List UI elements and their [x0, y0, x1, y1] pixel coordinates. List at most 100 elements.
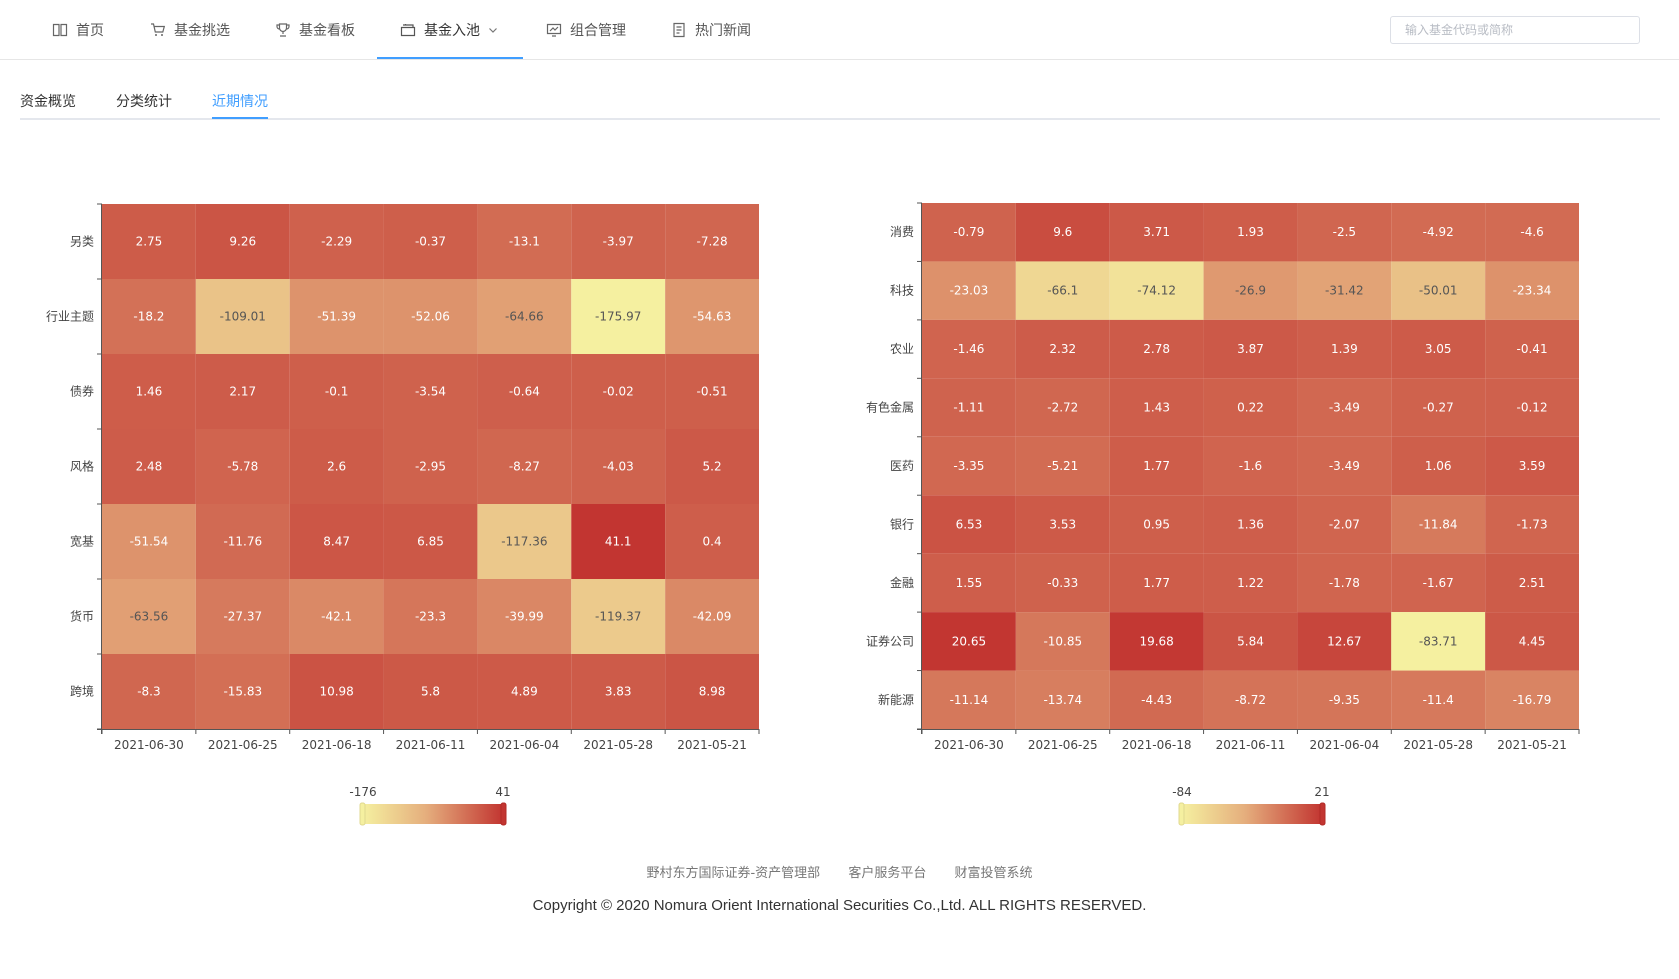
tab-category-stats[interactable]: 分类统计: [116, 94, 172, 110]
heatmap-cell[interactable]: [1297, 495, 1392, 554]
heatmap-cell[interactable]: [1203, 612, 1298, 671]
heatmap-cell[interactable]: [1109, 261, 1204, 320]
heatmap-cell[interactable]: [571, 654, 666, 729]
heatmap-cell[interactable]: [1297, 319, 1392, 379]
heatmap-cell[interactable]: [289, 504, 384, 579]
heatmap-cell[interactable]: [102, 654, 196, 729]
heatmap-cell[interactable]: [1297, 436, 1392, 496]
heatmap-cell[interactable]: [665, 579, 759, 654]
heatmap-cell[interactable]: [1297, 670, 1392, 729]
heatmap-cell[interactable]: [571, 579, 666, 654]
nav-item-portfolio[interactable]: 组合管理: [546, 0, 626, 60]
heatmap-cell[interactable]: [665, 204, 759, 279]
heatmap-cell[interactable]: [477, 579, 572, 654]
heatmap-cell[interactable]: [571, 429, 666, 504]
heatmap-cell[interactable]: [1297, 378, 1392, 437]
nav-item-fund-pool[interactable]: 基金入池: [400, 0, 498, 60]
heatmap-cell[interactable]: [571, 204, 666, 279]
heatmap-cell[interactable]: [102, 579, 196, 654]
heatmap-cell[interactable]: [289, 204, 384, 279]
heatmap-cell[interactable]: [289, 579, 384, 654]
heatmap-cell[interactable]: [1015, 203, 1110, 262]
tab-fund-overview[interactable]: 资金概览: [20, 94, 76, 110]
heatmap-cell[interactable]: [1015, 378, 1110, 437]
heatmap-cell[interactable]: [665, 504, 759, 579]
heatmap-cell[interactable]: [571, 279, 666, 354]
heatmap-cell[interactable]: [1203, 436, 1298, 496]
heatmap-cell[interactable]: [1391, 436, 1486, 496]
heatmap-cell[interactable]: [1203, 203, 1298, 262]
heatmap-cell[interactable]: [1015, 612, 1110, 671]
heatmap-cell[interactable]: [1485, 203, 1579, 262]
heatmap-cell[interactable]: [922, 436, 1016, 496]
heatmap-cell[interactable]: [922, 670, 1016, 729]
heatmap-cell[interactable]: [665, 279, 759, 354]
heatmap-cell[interactable]: [571, 504, 666, 579]
heatmap-cell[interactable]: [289, 354, 384, 429]
heatmap-cell[interactable]: [1109, 553, 1204, 613]
heatmap-cell[interactable]: [1109, 670, 1204, 729]
heatmap-cell[interactable]: [922, 553, 1016, 613]
heatmap-cell[interactable]: [195, 279, 290, 354]
heatmap-cell[interactable]: [477, 429, 572, 504]
heatmap-cell[interactable]: [922, 319, 1016, 379]
heatmap-cell[interactable]: [383, 279, 478, 354]
heatmap-cell[interactable]: [1015, 553, 1110, 613]
heatmap-cell[interactable]: [1109, 319, 1204, 379]
heatmap-cell[interactable]: [1015, 261, 1110, 320]
heatmap-cell[interactable]: [1203, 319, 1298, 379]
heatmap-cell[interactable]: [102, 504, 196, 579]
heatmap-cell[interactable]: [383, 429, 478, 504]
heatmap-cell[interactable]: [1485, 612, 1579, 671]
heatmap-cell[interactable]: [1391, 670, 1486, 729]
footer-link-customer-service[interactable]: 客户服务平台: [848, 866, 927, 881]
heatmap-cell[interactable]: [102, 204, 196, 279]
heatmap-cell[interactable]: [1391, 319, 1486, 379]
heatmap-cell[interactable]: [922, 203, 1016, 262]
heatmap-cell[interactable]: [383, 354, 478, 429]
heatmap-cell[interactable]: [1015, 436, 1110, 496]
heatmap-cell[interactable]: [289, 654, 384, 729]
heatmap-cell[interactable]: [102, 354, 196, 429]
heatmap-cell[interactable]: [1297, 261, 1392, 320]
heatmap-cell[interactable]: [102, 279, 196, 354]
heatmap-cell[interactable]: [1485, 436, 1579, 496]
heatmap-cell[interactable]: [195, 654, 290, 729]
heatmap-cell[interactable]: [477, 354, 572, 429]
heatmap-cell[interactable]: [571, 354, 666, 429]
nav-item-fund-board[interactable]: 基金看板: [275, 0, 355, 60]
visualmap-min-handle[interactable]: [359, 802, 366, 826]
visualmap-min-handle[interactable]: [1178, 802, 1185, 826]
visualmap-max-handle[interactable]: [1319, 802, 1326, 826]
footer-link-wealth-system[interactable]: 财富投管系统: [954, 866, 1033, 881]
heatmap-cell[interactable]: [477, 204, 572, 279]
footer-link-asset-mgmt[interactable]: 野村东方国际证券-资产管理部: [646, 866, 821, 881]
heatmap-cell[interactable]: [1391, 612, 1486, 671]
heatmap-cell[interactable]: [1297, 612, 1392, 671]
heatmap-cell[interactable]: [1015, 670, 1110, 729]
heatmap-cell[interactable]: [1485, 670, 1579, 729]
heatmap-cell[interactable]: [1485, 553, 1579, 613]
heatmap-cell[interactable]: [1203, 378, 1298, 437]
heatmap-cell[interactable]: [1485, 261, 1579, 320]
heatmap-cell[interactable]: [922, 495, 1016, 554]
search-input[interactable]: [1390, 16, 1640, 44]
heatmap-cell[interactable]: [665, 654, 759, 729]
nav-item-news[interactable]: 热门新闻: [671, 0, 751, 60]
nav-item-fund-select[interactable]: 基金挑选: [150, 0, 230, 60]
heatmap-cell[interactable]: [1109, 495, 1204, 554]
heatmap-cell[interactable]: [1297, 203, 1392, 262]
visualmap-max-handle[interactable]: [500, 802, 507, 826]
heatmap-cell[interactable]: [1109, 612, 1204, 671]
heatmap-cell[interactable]: [1297, 553, 1392, 613]
heatmap-cell[interactable]: [383, 579, 478, 654]
heatmap-cell[interactable]: [922, 378, 1016, 437]
heatmap-cell[interactable]: [1391, 261, 1486, 320]
heatmap-cell[interactable]: [1391, 203, 1486, 262]
heatmap-cell[interactable]: [477, 504, 572, 579]
heatmap-cell[interactable]: [1391, 495, 1486, 554]
heatmap-cell[interactable]: [289, 279, 384, 354]
nav-item-home[interactable]: 首页: [52, 0, 104, 60]
tab-recent[interactable]: 近期情况: [212, 94, 268, 110]
heatmap-cell[interactable]: [383, 654, 478, 729]
